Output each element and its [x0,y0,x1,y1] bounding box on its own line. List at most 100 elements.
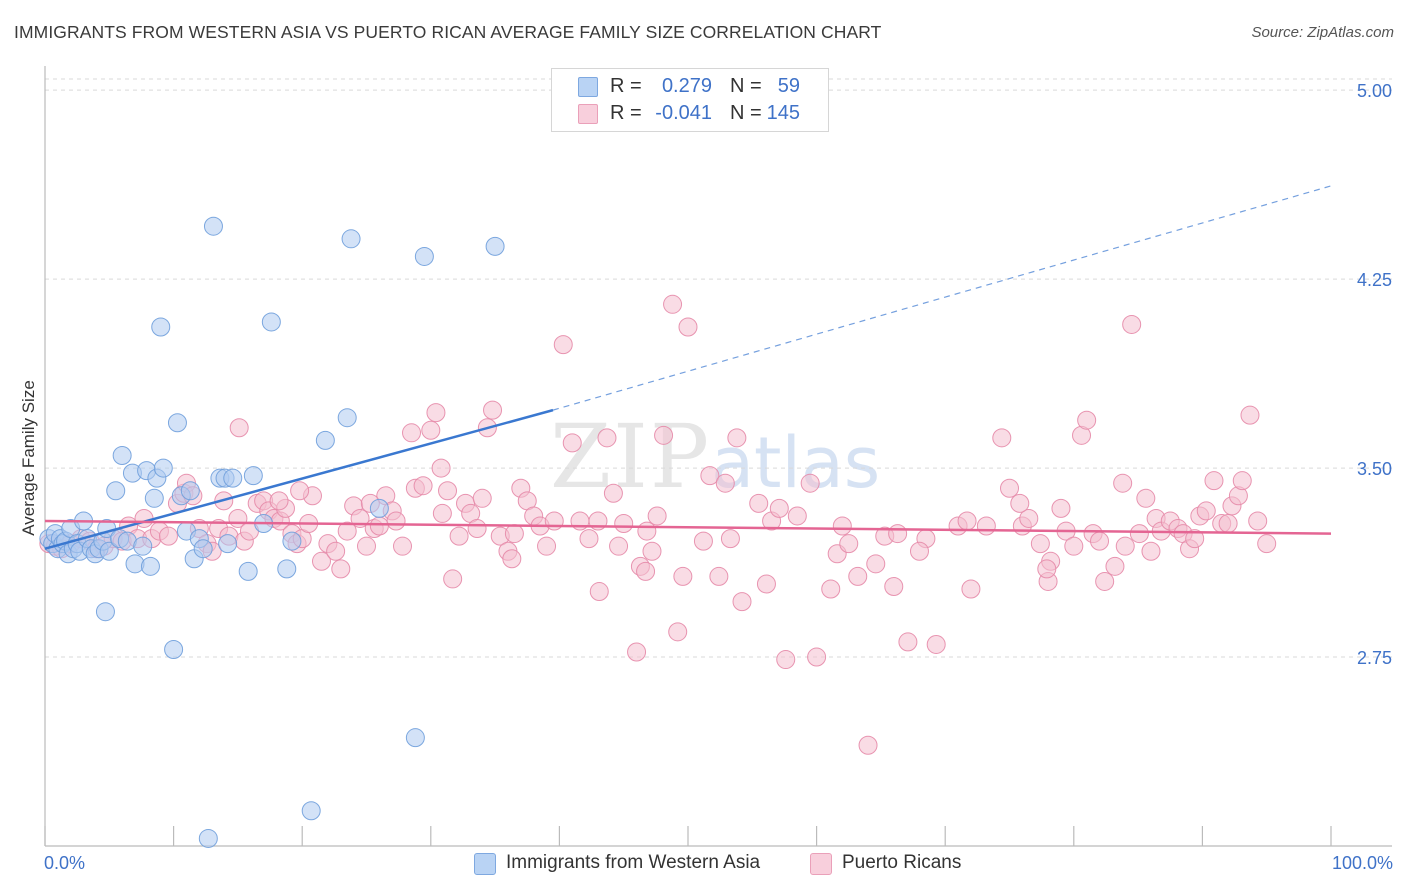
bottom-legend-swatch-blue [474,853,496,875]
data-point-puerto-rican [636,561,656,581]
data-point-western-asia [140,556,160,576]
legend-r-label: R = [610,102,642,124]
data-point-puerto-rican [472,488,492,508]
data-point-puerto-rican [821,579,841,599]
data-point-puerto-rican [609,536,629,556]
data-point-puerto-rican [1122,314,1142,334]
data-point-puerto-rican [413,476,433,496]
data-point-puerto-rican [1240,405,1260,425]
data-point-puerto-rican [369,516,389,536]
data-point-puerto-rican [776,650,796,670]
legend-swatch-pink [578,104,598,124]
data-point-puerto-rican [134,508,154,528]
data-point-puerto-rican [642,541,662,561]
data-point-puerto-rican [1037,559,1057,579]
y-tick-label: 4.25 [1357,270,1392,290]
data-point-puerto-rican [562,433,582,453]
data-point-western-asia [203,216,223,236]
data-point-puerto-rican [326,541,346,561]
data-point-puerto-rican [1019,508,1039,528]
data-point-puerto-rican [627,642,647,662]
y-tick-label: 2.75 [1357,648,1392,668]
trend-layer [44,185,1332,550]
data-point-puerto-rican [504,524,524,544]
data-point-puerto-rican [1113,473,1133,493]
data-point-western-asia [277,559,297,579]
trendline-puerto-rican [44,519,1332,535]
data-point-puerto-rican [749,493,769,513]
data-point-puerto-rican [589,582,609,602]
legend-row-blue: R = 0.279 N = 59 [552,73,828,101]
data-point-puerto-rican [858,735,878,755]
data-point-puerto-rican [668,622,688,642]
data-point-western-asia [151,317,171,337]
data-point-puerto-rican [1064,536,1084,556]
chart-title: IMMIGRANTS FROM WESTERN ASIA VS PUERTO R… [14,22,882,42]
axis-layer [44,66,1392,847]
data-point-puerto-rican [884,576,904,596]
data-point-puerto-rican [431,458,451,478]
data-point-puerto-rican [443,569,463,589]
data-point-puerto-rican [331,559,351,579]
y-tick-label: 3.50 [1357,459,1392,479]
bottom-legend-label-pink: Puerto Ricans [842,852,962,873]
data-point-puerto-rican [1077,410,1097,430]
data-point-puerto-rican [1136,488,1156,508]
data-point-puerto-rican [727,428,747,448]
data-point-western-asia [261,312,281,332]
data-point-puerto-rican [709,566,729,586]
data-point-puerto-rican [1115,536,1135,556]
legend-n-label: N = [730,75,762,97]
trendline-western-asia [44,408,554,550]
x-tick-label: 100.0% [1332,853,1393,873]
data-point-puerto-rican [647,506,667,526]
data-point-western-asia [133,536,153,556]
data-point-puerto-rican [732,592,752,612]
data-point-western-asia [337,408,357,428]
data-point-puerto-rican [715,473,735,493]
chart-source: Source: ZipAtlas.com [1251,24,1394,41]
data-point-western-asia [315,430,335,450]
data-point-puerto-rican [229,418,249,438]
data-point-puerto-rican [693,531,713,551]
data-point-western-asia [414,246,434,266]
data-point-puerto-rican [1000,478,1019,498]
data-point-puerto-rican [663,294,683,314]
label-layer: 2.75 3.50 4.25 5.00 0.0% 100.0% Average Family… [19,81,1393,873]
data-point-puerto-rican [700,466,720,486]
data-point-puerto-rican [421,420,441,440]
point-layer [39,216,1277,848]
data-point-western-asia [301,801,321,821]
data-point-puerto-rican [597,428,617,448]
data-point-western-asia [112,445,132,465]
data-point-puerto-rican [961,579,981,599]
data-point-western-asia [95,602,115,622]
data-point-western-asia [369,498,389,518]
data-point-puerto-rican [800,473,820,493]
data-point-puerto-rican [1095,571,1115,591]
legend-row-pink: R = -0.041 N = 145 [552,100,828,128]
data-point-western-asia [180,481,200,501]
data-point-puerto-rican [449,526,469,546]
data-point-puerto-rican [337,521,357,541]
data-point-puerto-rican [426,403,446,423]
data-point-puerto-rican [1090,531,1110,551]
data-point-puerto-rican [1051,498,1071,518]
data-point-puerto-rican [898,632,918,652]
data-point-puerto-rican [756,574,776,594]
data-point-puerto-rican [357,536,376,556]
legend-n-value: 145 [766,102,800,124]
data-point-puerto-rican [579,529,599,549]
data-point-western-asia [405,728,425,748]
data-point-puerto-rican [1105,556,1125,576]
legend-box: R = 0.279 N = 59 R = -0.041 N = 145 [551,68,829,132]
data-point-puerto-rican [673,566,693,586]
bottom-legend-label-blue: Immigrants from Western Asia [506,852,761,873]
data-point-puerto-rican [637,521,657,541]
legend-swatch-blue [578,77,598,97]
data-point-puerto-rican [654,425,674,445]
data-point-western-asia [238,561,258,581]
data-point-puerto-rican [992,428,1012,448]
data-point-puerto-rican [269,491,289,511]
